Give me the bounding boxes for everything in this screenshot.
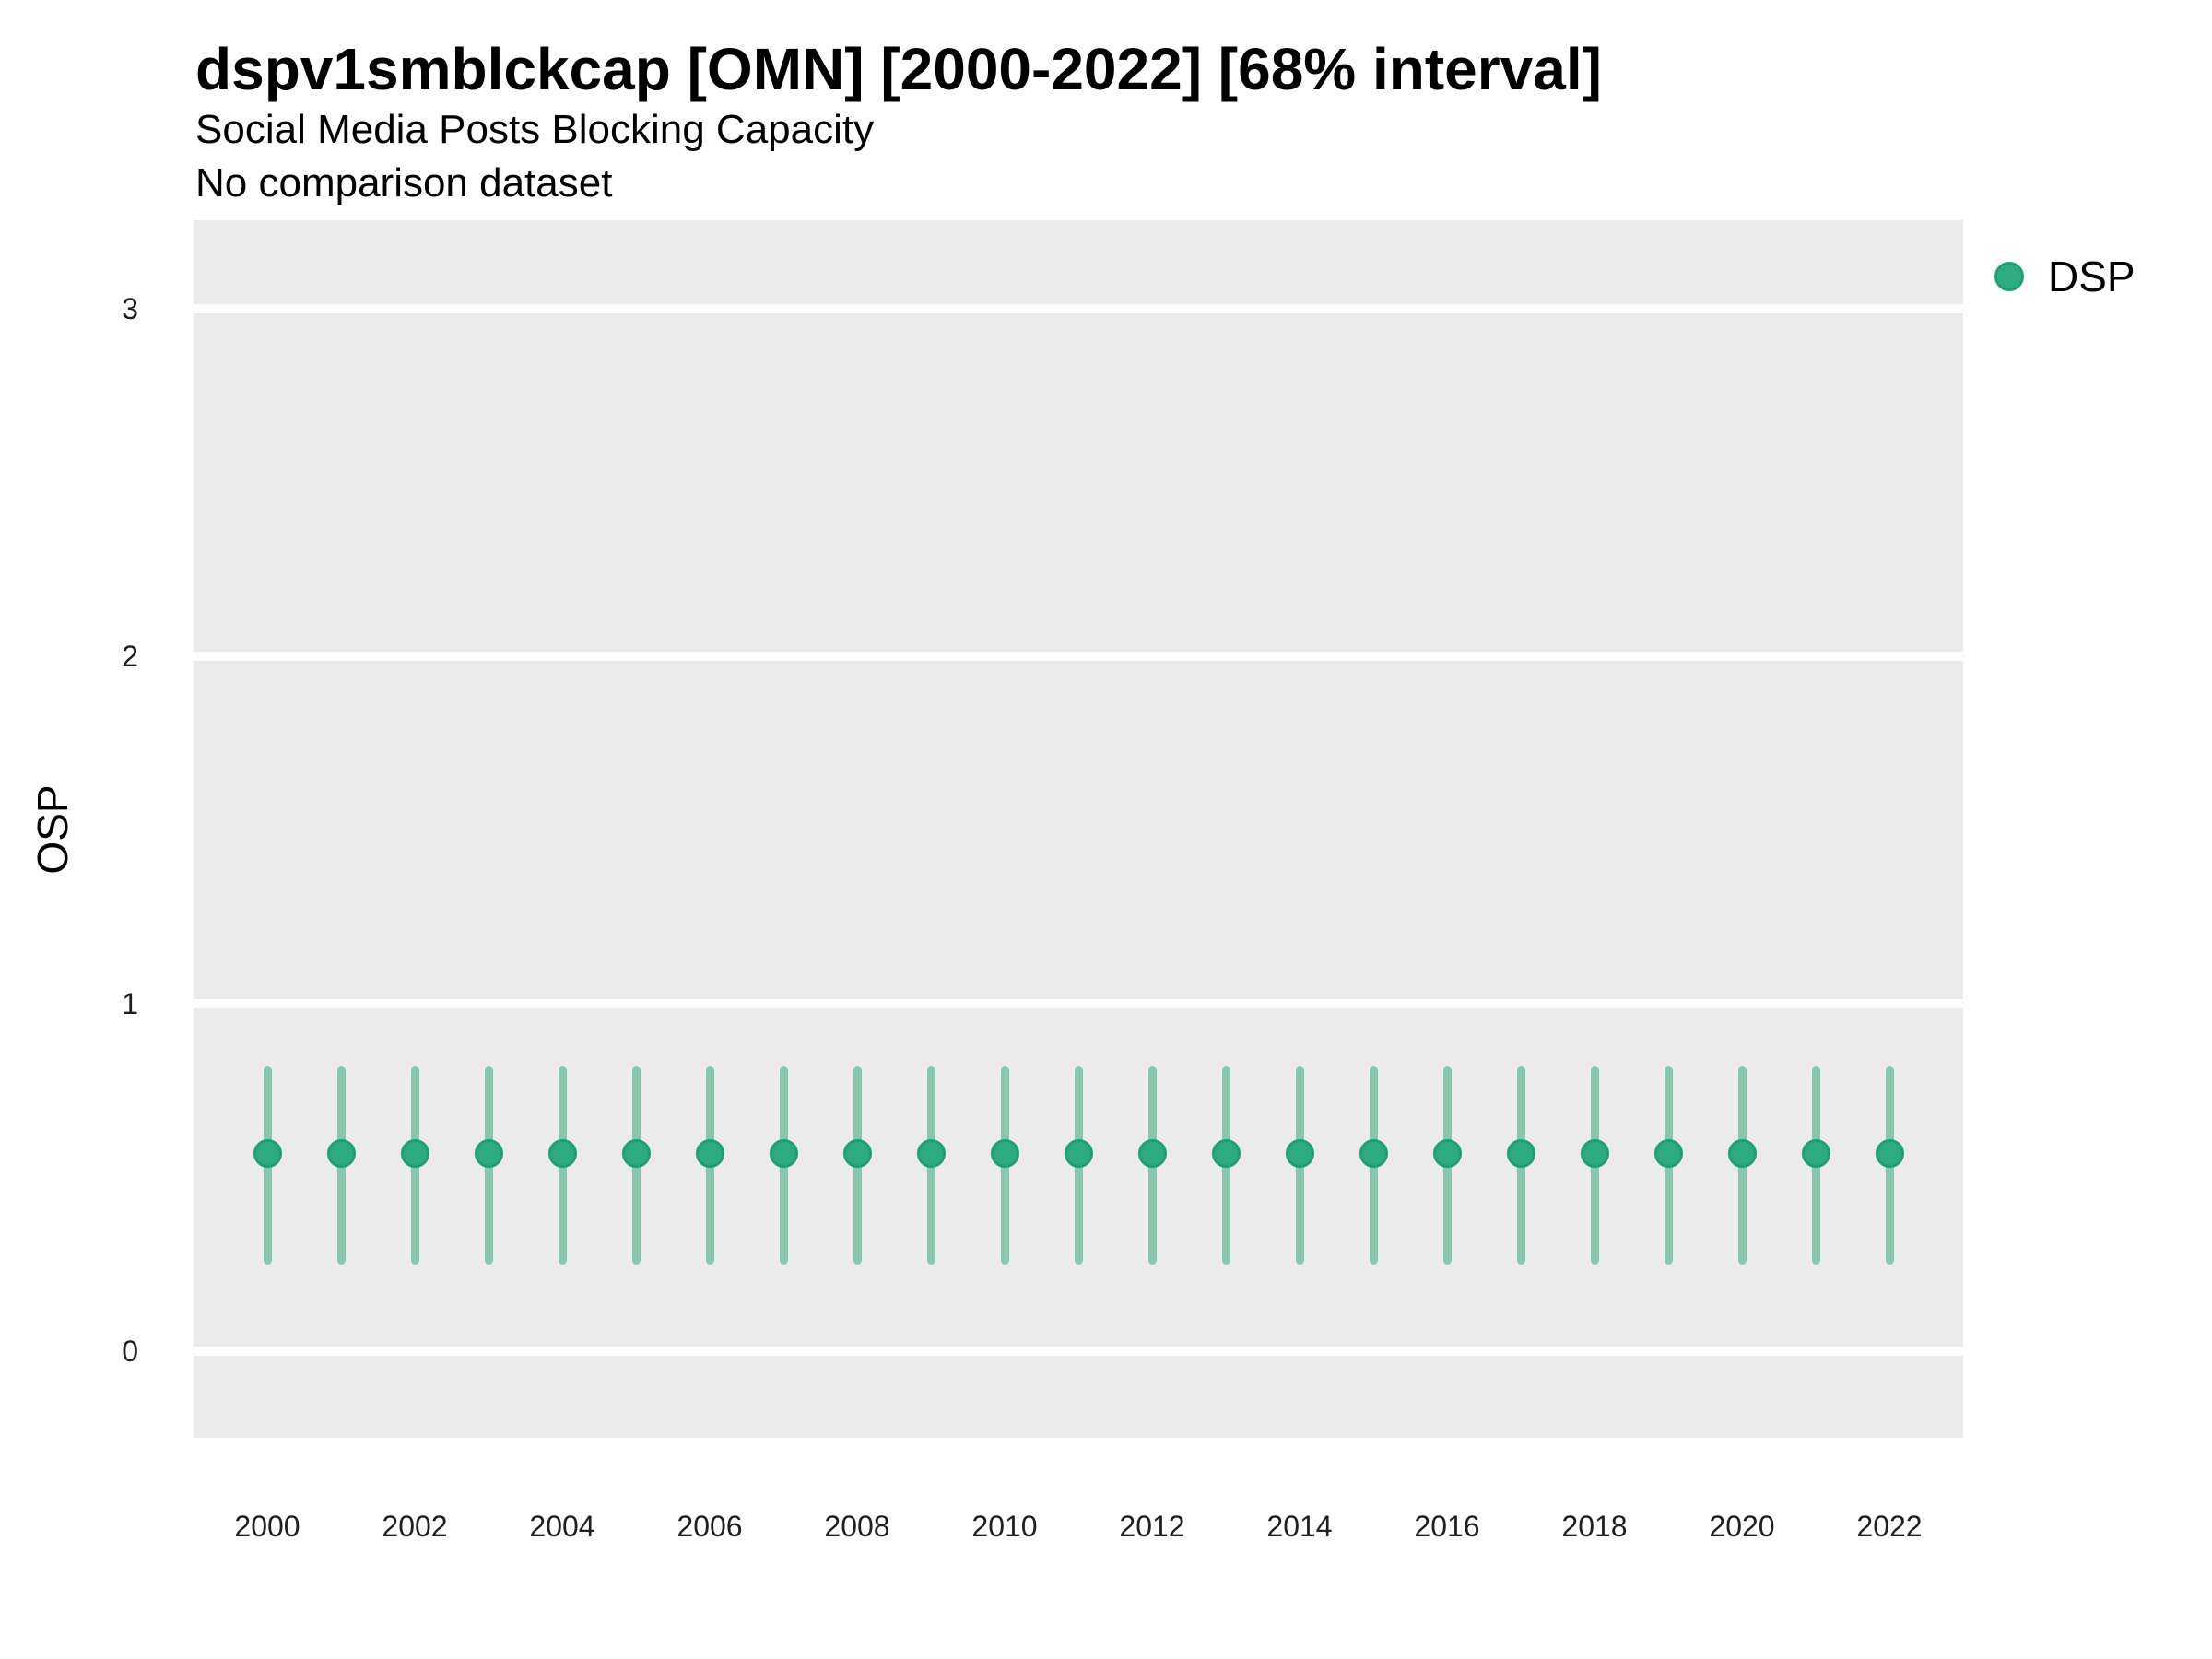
y-tick-label: 3: [122, 292, 138, 325]
y-tick-label: 1: [122, 987, 138, 1020]
chart-title: dspv1smblckcap [OMN] [2000-2022] [68% in…: [195, 36, 1602, 102]
data-point: [253, 1139, 282, 1169]
x-tick-label: 2010: [971, 1510, 1038, 1543]
x-tick-label: 2002: [382, 1510, 448, 1543]
data-point: [991, 1139, 1019, 1169]
y-tick-label: 0: [122, 1335, 138, 1368]
data-point: [1654, 1139, 1683, 1169]
data-point: [1507, 1139, 1535, 1169]
chart-note: No comparison dataset: [195, 160, 613, 206]
legend: DSP: [1991, 249, 2203, 306]
x-tick-label: 2008: [824, 1510, 890, 1543]
data-point: [475, 1139, 503, 1169]
x-tick-label: 2016: [1414, 1510, 1480, 1543]
legend-item-label: DSP: [2048, 253, 2136, 300]
major-gridline: [194, 1347, 1963, 1356]
x-tick-label: 2006: [677, 1510, 743, 1543]
legend-key-dot-icon: [1994, 262, 2024, 291]
data-point: [1359, 1139, 1388, 1169]
data-point: [401, 1139, 429, 1169]
x-tick-label: 2004: [529, 1510, 595, 1543]
data-point: [843, 1139, 872, 1169]
data-point: [1138, 1139, 1167, 1169]
major-gridline: [194, 652, 1963, 661]
data-point: [1802, 1139, 1830, 1169]
data-point: [696, 1139, 724, 1169]
data-point: [1065, 1139, 1093, 1169]
x-tick-label: 2000: [234, 1510, 300, 1543]
data-point: [1212, 1139, 1241, 1169]
data-point: [1433, 1139, 1462, 1169]
data-point: [1876, 1139, 1904, 1169]
data-point: [327, 1139, 356, 1169]
x-tick-label: 2022: [1856, 1510, 1923, 1543]
data-point: [770, 1139, 798, 1169]
data-point: [917, 1139, 946, 1169]
x-tick-label: 2018: [1561, 1510, 1628, 1543]
data-point: [1581, 1139, 1609, 1169]
data-point: [622, 1139, 651, 1169]
chart-subtitle: Social Media Posts Blocking Capacity: [195, 107, 875, 152]
data-point: [548, 1139, 577, 1169]
x-tick-label: 2020: [1709, 1510, 1775, 1543]
x-tick-label: 2012: [1119, 1510, 1185, 1543]
major-gridline: [194, 999, 1963, 1008]
data-point: [1728, 1139, 1757, 1169]
y-tick-label: 2: [122, 640, 138, 673]
major-gridline: [194, 304, 1963, 313]
plot-panel: [194, 220, 1963, 1438]
y-axis-title: OSP: [29, 784, 76, 875]
x-tick-label: 2014: [1266, 1510, 1333, 1543]
data-point: [1286, 1139, 1314, 1169]
